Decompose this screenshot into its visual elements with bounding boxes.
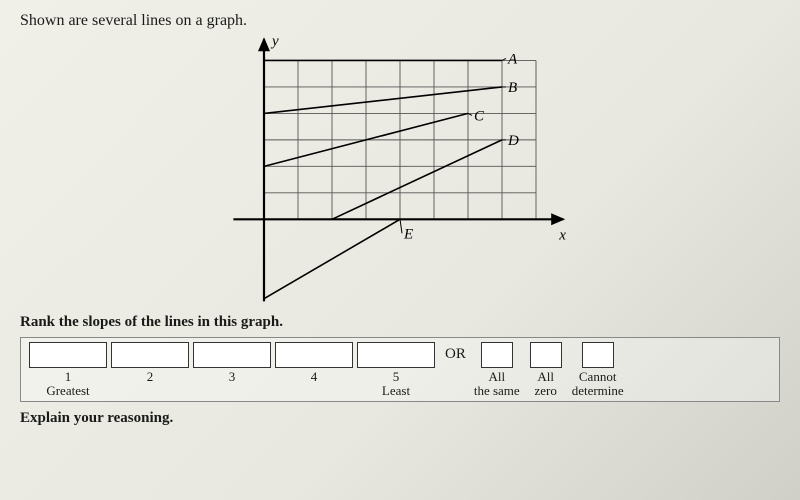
- rank-input-1[interactable]: [29, 342, 107, 368]
- problem-prompt: Shown are several lines on a graph.: [20, 12, 780, 30]
- svg-text:C: C: [474, 108, 485, 124]
- rank-input-3[interactable]: [193, 342, 271, 368]
- or-option-2: All zero: [530, 342, 562, 399]
- svg-text:y: y: [270, 34, 279, 49]
- or-label-1: All the same: [474, 370, 520, 399]
- or-label-3: Cannot determine: [572, 370, 624, 399]
- rank-prompt: Rank the slopes of the lines in this gra…: [20, 314, 780, 331]
- rank-input-5[interactable]: [357, 342, 435, 368]
- explain-prompt: Explain your reasoning.: [20, 410, 780, 427]
- slopes-graph: y x AB C D E: [230, 34, 570, 304]
- svg-text:B: B: [508, 80, 517, 96]
- or-option-3: Cannot determine: [572, 342, 624, 399]
- svg-text:E: E: [403, 226, 413, 242]
- rank-sublabel-2: 2: [147, 370, 154, 384]
- rank-sublabel-1: 1 Greatest: [46, 370, 89, 399]
- or-checkbox-2[interactable]: [530, 342, 562, 368]
- or-checkbox-3[interactable]: [582, 342, 614, 368]
- rank-input-4[interactable]: [275, 342, 353, 368]
- ranking-row: 1 Greatest 2 3 4 5 Least OR All the same All …: [20, 337, 780, 402]
- graph-container: y x AB C D E: [20, 34, 780, 304]
- or-label-2: All zero: [535, 370, 557, 399]
- rank-slot-2: 2: [111, 342, 189, 399]
- rank-slot-4: 4: [275, 342, 353, 399]
- or-label: OR: [445, 346, 466, 363]
- or-checkbox-1[interactable]: [481, 342, 513, 368]
- rank-slot-5: 5 Least: [357, 342, 435, 399]
- svg-text:x: x: [558, 227, 566, 243]
- rank-input-2[interactable]: [111, 342, 189, 368]
- rank-sublabel-5: 5 Least: [382, 370, 410, 399]
- svg-text:D: D: [507, 133, 519, 149]
- or-option-1: All the same: [474, 342, 520, 399]
- rank-slot-1: 1 Greatest: [29, 342, 107, 399]
- svg-text:A: A: [507, 51, 518, 67]
- rank-slot-3: 3: [193, 342, 271, 399]
- rank-sublabel-3: 3: [229, 370, 236, 384]
- rank-sublabel-4: 4: [311, 370, 318, 384]
